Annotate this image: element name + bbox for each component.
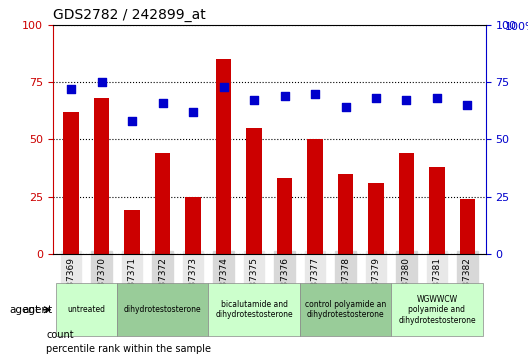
Bar bbox=[155, 153, 170, 254]
Point bbox=[219, 84, 228, 90]
Text: percentile rank within the sample: percentile rank within the sample bbox=[46, 344, 211, 354]
Bar bbox=[125, 210, 140, 254]
Point bbox=[463, 102, 472, 108]
Bar bbox=[39, 330, 44, 340]
Bar bbox=[399, 153, 414, 254]
Point bbox=[402, 98, 411, 103]
FancyBboxPatch shape bbox=[300, 283, 391, 336]
Point bbox=[189, 109, 197, 115]
Point bbox=[341, 104, 350, 110]
Text: GDS2782 / 242899_at: GDS2782 / 242899_at bbox=[53, 8, 205, 22]
Bar bbox=[94, 98, 109, 254]
Point bbox=[250, 98, 258, 103]
Bar bbox=[307, 139, 323, 254]
Bar bbox=[185, 196, 201, 254]
Point bbox=[67, 86, 76, 92]
FancyBboxPatch shape bbox=[209, 283, 300, 336]
Text: untreated: untreated bbox=[68, 305, 106, 314]
Bar bbox=[277, 178, 292, 254]
Bar bbox=[247, 128, 262, 254]
Text: dihydrotestosterone: dihydrotestosterone bbox=[124, 305, 201, 314]
FancyBboxPatch shape bbox=[391, 283, 483, 336]
Bar bbox=[369, 183, 384, 254]
Point bbox=[311, 91, 319, 96]
Bar bbox=[429, 167, 445, 254]
Point bbox=[372, 95, 380, 101]
Text: agent: agent bbox=[22, 305, 52, 315]
Bar bbox=[216, 59, 231, 254]
Y-axis label: 100%: 100% bbox=[505, 23, 528, 33]
Point bbox=[128, 118, 136, 124]
Bar bbox=[63, 112, 79, 254]
Bar bbox=[39, 344, 44, 354]
Text: control polyamide an
dihydrotestosterone: control polyamide an dihydrotestosterone bbox=[305, 300, 386, 319]
Text: count: count bbox=[46, 330, 74, 340]
Point bbox=[280, 93, 289, 99]
Text: bicalutamide and
dihydrotestosterone: bicalutamide and dihydrotestosterone bbox=[215, 300, 293, 319]
Point bbox=[158, 100, 167, 105]
Text: agent: agent bbox=[9, 305, 39, 315]
Bar bbox=[338, 174, 353, 254]
Point bbox=[433, 95, 441, 101]
Text: WGWWCW
polyamide and
dihydrotestosterone: WGWWCW polyamide and dihydrotestosterone bbox=[398, 295, 476, 325]
Bar bbox=[460, 199, 475, 254]
FancyBboxPatch shape bbox=[56, 283, 117, 336]
FancyBboxPatch shape bbox=[117, 283, 209, 336]
Point bbox=[97, 79, 106, 85]
